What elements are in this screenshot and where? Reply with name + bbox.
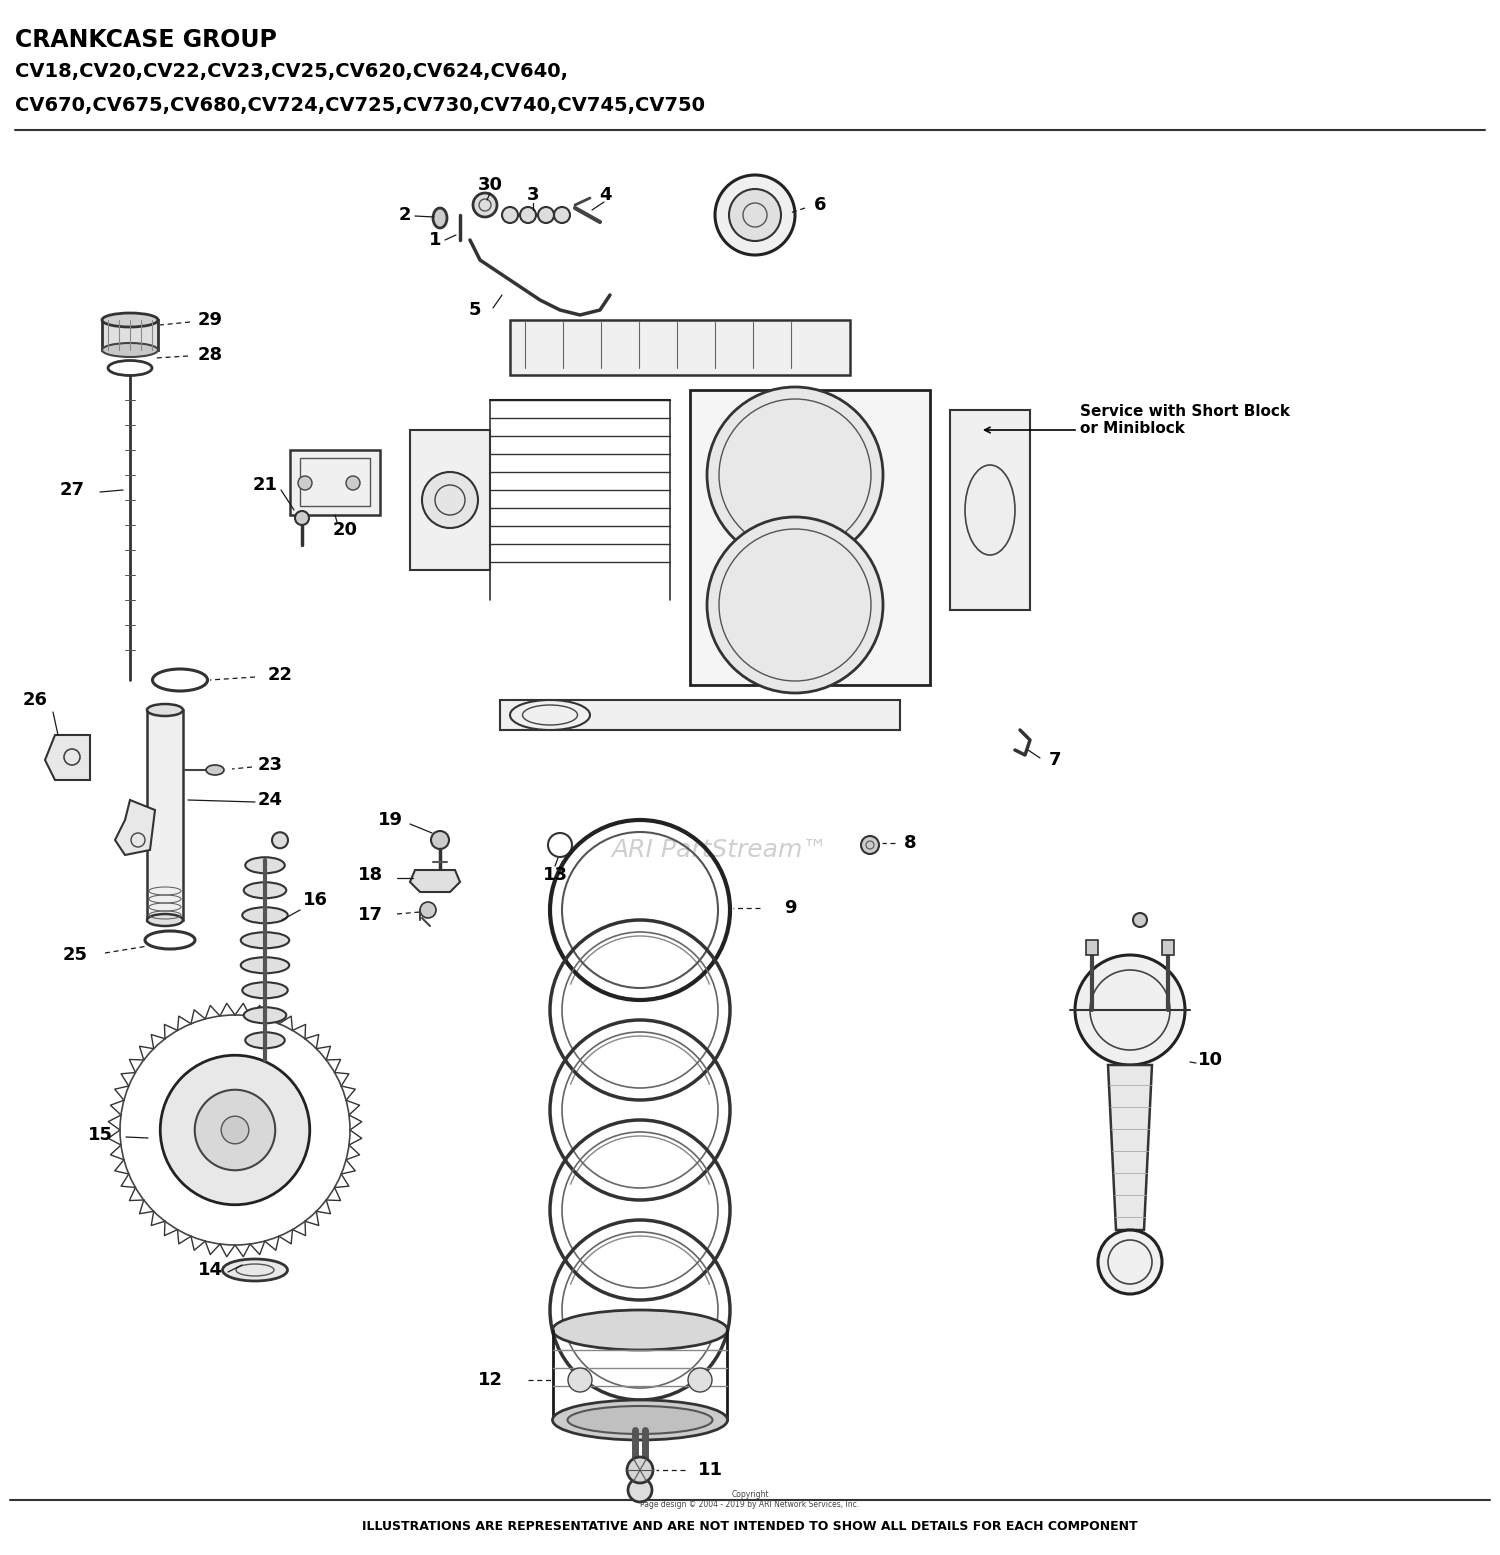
Polygon shape	[1108, 1065, 1152, 1230]
Text: 22: 22	[267, 666, 292, 684]
Text: 14: 14	[198, 1261, 222, 1280]
Ellipse shape	[244, 1008, 286, 1023]
Circle shape	[706, 387, 884, 563]
Circle shape	[272, 832, 288, 847]
Ellipse shape	[246, 1033, 285, 1048]
Text: 5: 5	[468, 302, 482, 319]
Ellipse shape	[552, 1400, 728, 1440]
Bar	[1162, 941, 1174, 955]
Ellipse shape	[244, 882, 286, 899]
Circle shape	[472, 193, 496, 218]
Text: 18: 18	[357, 866, 382, 883]
Circle shape	[716, 176, 795, 255]
Text: 13: 13	[543, 866, 567, 883]
Bar	[500, 700, 900, 729]
Text: 25: 25	[63, 945, 87, 964]
Text: 30: 30	[477, 176, 502, 194]
Ellipse shape	[102, 344, 158, 358]
Circle shape	[1132, 913, 1148, 927]
Circle shape	[538, 207, 554, 222]
Polygon shape	[410, 869, 460, 893]
Text: Service with Short Block
or Miniblock: Service with Short Block or Miniblock	[1080, 404, 1290, 437]
Circle shape	[568, 1368, 592, 1392]
Circle shape	[627, 1457, 652, 1483]
Ellipse shape	[552, 1309, 728, 1350]
Text: 8: 8	[903, 833, 916, 852]
Text: 7: 7	[1048, 751, 1060, 770]
Text: 11: 11	[698, 1462, 723, 1479]
Text: 15: 15	[87, 1126, 112, 1144]
Ellipse shape	[147, 704, 183, 715]
Text: 26: 26	[22, 690, 48, 709]
Ellipse shape	[567, 1406, 712, 1434]
Bar	[950, 411, 1030, 610]
Bar	[290, 449, 380, 515]
Text: 6: 6	[813, 196, 826, 215]
Bar	[410, 431, 491, 571]
Ellipse shape	[147, 914, 183, 925]
Text: CRANKCASE GROUP: CRANKCASE GROUP	[15, 28, 278, 51]
Circle shape	[420, 902, 436, 917]
Circle shape	[729, 190, 782, 241]
Text: CV670,CV675,CV680,CV724,CV725,CV730,CV740,CV745,CV750: CV670,CV675,CV680,CV724,CV725,CV730,CV74…	[15, 96, 705, 115]
Ellipse shape	[243, 907, 288, 924]
Text: 20: 20	[333, 521, 357, 540]
Text: 16: 16	[303, 891, 327, 910]
Polygon shape	[116, 799, 154, 855]
Ellipse shape	[242, 958, 290, 973]
Circle shape	[503, 207, 518, 222]
Text: 19: 19	[378, 812, 402, 829]
Ellipse shape	[246, 857, 285, 874]
Text: 27: 27	[60, 480, 84, 499]
Circle shape	[296, 512, 309, 526]
Text: ILLUSTRATIONS ARE REPRESENTATIVE AND ARE NOT INTENDED TO SHOW ALL DETAILS FOR EA: ILLUSTRATIONS ARE REPRESENTATIVE AND ARE…	[362, 1519, 1138, 1533]
Circle shape	[520, 207, 536, 222]
Text: 3: 3	[526, 187, 538, 204]
Text: 1: 1	[429, 232, 441, 249]
Text: 24: 24	[258, 791, 282, 809]
Circle shape	[195, 1090, 276, 1171]
Bar	[147, 711, 183, 921]
Circle shape	[1098, 1230, 1162, 1294]
Text: 12: 12	[477, 1372, 502, 1389]
Ellipse shape	[102, 313, 158, 327]
Text: 29: 29	[198, 311, 222, 330]
Text: CV18,CV20,CV22,CV23,CV25,CV620,CV624,CV640,: CV18,CV20,CV22,CV23,CV25,CV620,CV624,CV6…	[15, 62, 568, 81]
Ellipse shape	[243, 983, 288, 998]
Text: Copyright
Page design © 2004 - 2019 by ARI Network Services, Inc.: Copyright Page design © 2004 - 2019 by A…	[640, 1490, 860, 1510]
Circle shape	[861, 837, 879, 854]
Circle shape	[554, 207, 570, 222]
Circle shape	[706, 516, 884, 694]
Ellipse shape	[242, 933, 290, 949]
Bar	[690, 390, 930, 686]
Bar	[102, 320, 158, 350]
Circle shape	[688, 1368, 712, 1392]
Bar	[1086, 941, 1098, 955]
Text: 17: 17	[357, 907, 382, 924]
Ellipse shape	[433, 208, 447, 229]
Circle shape	[160, 1056, 310, 1205]
Text: 28: 28	[198, 347, 222, 364]
Ellipse shape	[222, 1260, 288, 1281]
Text: 21: 21	[252, 476, 278, 494]
Bar	[510, 320, 850, 375]
Circle shape	[430, 830, 448, 849]
Circle shape	[220, 1116, 249, 1144]
Text: ARI PartStream™: ARI PartStream™	[612, 838, 828, 861]
Text: 4: 4	[598, 187, 610, 204]
Circle shape	[422, 473, 478, 529]
Circle shape	[346, 476, 360, 490]
Bar	[300, 459, 370, 505]
Text: 2: 2	[399, 205, 411, 224]
Circle shape	[1076, 955, 1185, 1065]
Ellipse shape	[206, 765, 224, 774]
Text: 9: 9	[783, 899, 796, 917]
Ellipse shape	[510, 700, 590, 729]
Circle shape	[298, 476, 312, 490]
Text: 23: 23	[258, 756, 282, 774]
Ellipse shape	[964, 465, 1016, 555]
Circle shape	[628, 1477, 652, 1502]
Text: 10: 10	[1197, 1051, 1222, 1068]
Polygon shape	[45, 736, 90, 781]
